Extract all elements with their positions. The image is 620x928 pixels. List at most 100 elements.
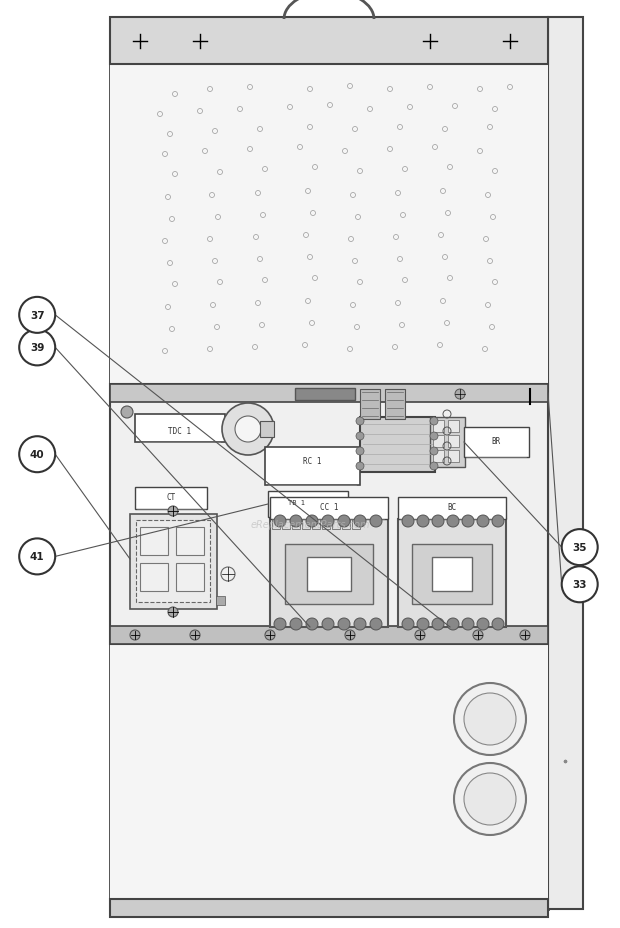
Circle shape — [274, 618, 286, 630]
Bar — [270, 497, 388, 520]
Text: BC: BC — [448, 503, 456, 512]
Circle shape — [447, 515, 459, 527]
Bar — [448, 435, 459, 447]
Circle shape — [430, 418, 438, 426]
Circle shape — [190, 630, 200, 640]
Circle shape — [455, 390, 465, 400]
Bar — [260, 421, 274, 437]
Bar — [282, 520, 290, 530]
Bar — [322, 520, 330, 530]
Bar — [432, 558, 472, 591]
Circle shape — [477, 618, 489, 630]
Bar — [110, 899, 548, 917]
Text: eReplacementParts.com: eReplacementParts.com — [250, 520, 370, 529]
Circle shape — [19, 330, 55, 366]
Bar — [430, 418, 465, 468]
Circle shape — [356, 432, 364, 441]
Bar — [433, 435, 444, 447]
Bar — [110, 384, 548, 403]
Circle shape — [430, 462, 438, 470]
Circle shape — [462, 515, 474, 527]
Circle shape — [430, 432, 438, 441]
Circle shape — [370, 515, 382, 527]
Circle shape — [520, 630, 530, 640]
Circle shape — [19, 298, 55, 333]
Bar — [140, 527, 168, 555]
Circle shape — [402, 515, 414, 527]
Bar — [448, 450, 459, 462]
Bar — [110, 644, 548, 899]
Text: 35: 35 — [572, 543, 587, 552]
Circle shape — [345, 630, 355, 640]
Bar — [302, 520, 310, 530]
Bar — [398, 520, 506, 627]
Text: BR: BR — [492, 436, 500, 445]
Circle shape — [235, 417, 261, 443]
Bar — [352, 520, 360, 530]
Circle shape — [19, 539, 55, 574]
Circle shape — [121, 406, 133, 419]
Circle shape — [562, 530, 598, 565]
Circle shape — [464, 773, 516, 825]
Bar — [433, 420, 444, 432]
Bar — [130, 514, 217, 610]
Circle shape — [477, 515, 489, 527]
Bar — [433, 450, 444, 462]
Bar — [295, 389, 355, 401]
Circle shape — [562, 567, 598, 602]
Bar — [312, 520, 320, 530]
Circle shape — [322, 515, 334, 527]
Circle shape — [322, 618, 334, 630]
Bar — [176, 563, 204, 591]
Circle shape — [354, 515, 366, 527]
Circle shape — [130, 630, 140, 640]
Text: CC 1: CC 1 — [320, 503, 339, 512]
Bar — [360, 390, 380, 419]
Bar — [398, 497, 506, 520]
Circle shape — [222, 404, 274, 456]
Bar — [360, 418, 435, 472]
Circle shape — [447, 618, 459, 630]
Circle shape — [356, 418, 364, 426]
Bar — [110, 65, 548, 384]
Circle shape — [430, 447, 438, 456]
Bar — [110, 626, 548, 644]
Bar — [135, 415, 225, 443]
Bar — [140, 563, 168, 591]
Bar — [272, 520, 280, 530]
Text: TB 1: TB 1 — [288, 499, 304, 506]
Bar — [136, 521, 210, 602]
Bar — [216, 597, 225, 605]
Text: 41: 41 — [30, 552, 45, 561]
Bar — [176, 527, 204, 555]
Bar — [548, 18, 583, 909]
Circle shape — [432, 515, 444, 527]
Text: RC 1: RC 1 — [303, 457, 321, 466]
Text: CT: CT — [166, 493, 175, 502]
Circle shape — [168, 607, 178, 617]
Circle shape — [265, 630, 275, 640]
Circle shape — [454, 763, 526, 835]
Bar — [135, 487, 207, 509]
Bar — [110, 18, 548, 909]
Text: 37: 37 — [30, 311, 45, 320]
Text: 39: 39 — [30, 343, 45, 353]
Bar — [292, 520, 300, 530]
Circle shape — [370, 618, 382, 630]
Circle shape — [492, 618, 504, 630]
Bar — [265, 447, 360, 485]
Circle shape — [473, 630, 483, 640]
Text: TDC 1: TDC 1 — [169, 427, 192, 436]
Circle shape — [432, 618, 444, 630]
Bar — [332, 520, 340, 530]
Bar — [342, 520, 350, 530]
Circle shape — [415, 630, 425, 640]
Text: 40: 40 — [30, 450, 45, 459]
Bar — [110, 18, 548, 65]
Text: 33: 33 — [572, 580, 587, 589]
Circle shape — [290, 618, 302, 630]
Circle shape — [274, 515, 286, 527]
Circle shape — [338, 618, 350, 630]
Circle shape — [464, 693, 516, 745]
Circle shape — [338, 515, 350, 527]
